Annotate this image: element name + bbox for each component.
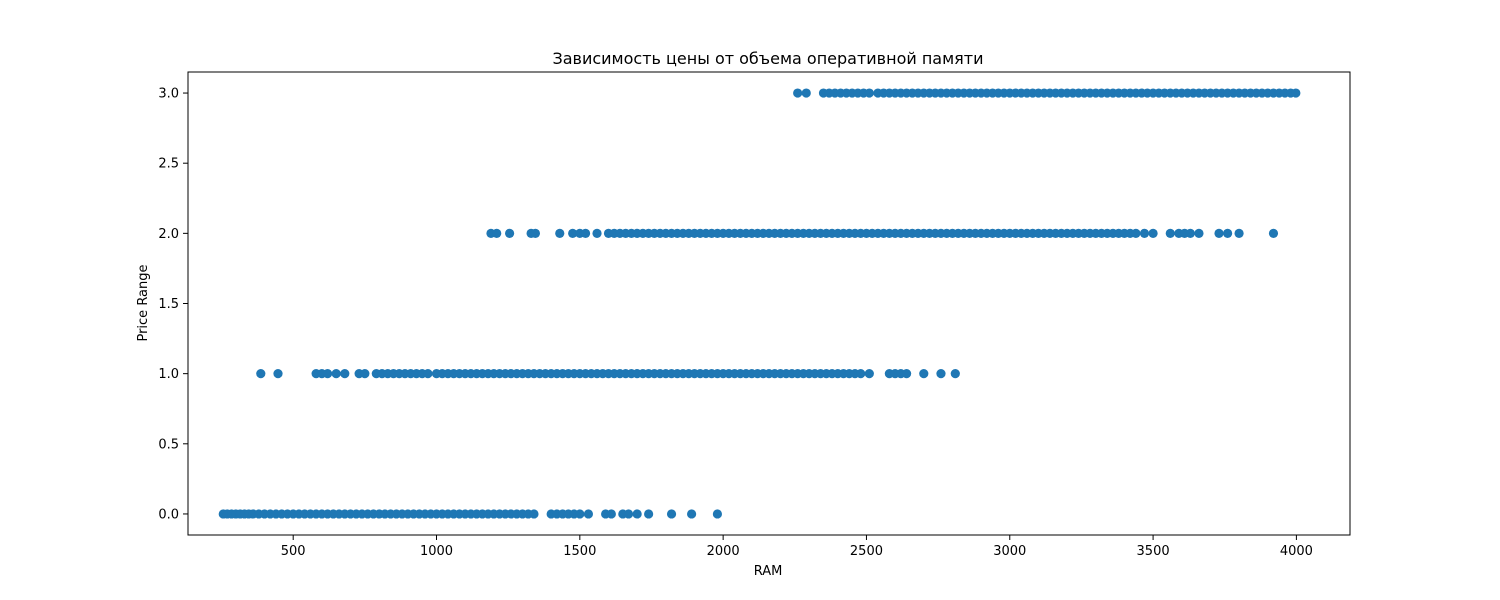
chart-title: Зависимость цены от объема оперативной п… xyxy=(552,49,983,68)
data-point xyxy=(644,509,654,519)
y-tick-label: 1.5 xyxy=(158,297,179,312)
data-point xyxy=(1214,228,1224,238)
data-point xyxy=(340,369,350,379)
data-point xyxy=(555,228,565,238)
y-tick-label: 2.5 xyxy=(158,157,179,172)
data-point xyxy=(592,228,602,238)
data-point xyxy=(1268,228,1279,238)
data-point xyxy=(901,369,912,379)
x-axis-ticks: 500 1000 1500 2000 2500 3000 3500 4000 xyxy=(281,535,1313,559)
data-point xyxy=(856,369,866,379)
data-point xyxy=(1139,228,1150,238)
data-point xyxy=(529,509,539,519)
data-point xyxy=(1131,228,1141,238)
data-point xyxy=(505,228,515,238)
x-tick-label: 2000 xyxy=(707,544,740,559)
data-point xyxy=(1234,228,1244,238)
data-point xyxy=(864,369,874,379)
data-point xyxy=(273,369,283,379)
y-axis-label: Price Range xyxy=(136,264,151,341)
y-tick-label: 3.0 xyxy=(158,87,179,102)
x-tick-label: 3000 xyxy=(993,544,1026,559)
data-point xyxy=(1185,228,1195,238)
data-points xyxy=(218,88,1301,519)
y-tick-label: 2.0 xyxy=(158,227,179,242)
x-axis-label: RAM xyxy=(754,564,783,579)
data-point xyxy=(256,369,266,379)
x-tick-label: 4000 xyxy=(1280,544,1313,559)
x-tick-label: 1500 xyxy=(563,544,596,559)
data-point xyxy=(1223,228,1233,238)
data-point xyxy=(575,509,585,519)
data-point xyxy=(1148,228,1158,238)
data-point xyxy=(606,509,616,519)
data-point xyxy=(666,509,677,519)
axes-frame xyxy=(187,71,1351,536)
data-point xyxy=(423,369,433,379)
x-tick-label: 3500 xyxy=(1137,544,1170,559)
x-tick-label: 500 xyxy=(281,544,306,559)
data-point xyxy=(712,509,723,519)
data-point xyxy=(492,228,502,238)
data-point xyxy=(580,228,591,238)
data-point xyxy=(623,509,634,519)
data-point xyxy=(530,228,541,238)
x-tick-label: 2500 xyxy=(850,544,883,559)
data-point xyxy=(1165,228,1175,238)
data-point xyxy=(360,369,370,379)
data-point xyxy=(687,509,697,519)
y-tick-label: 0.5 xyxy=(158,437,179,452)
data-point xyxy=(632,509,642,519)
data-point xyxy=(331,369,341,379)
data-point xyxy=(568,228,578,238)
data-point xyxy=(936,369,946,379)
data-point xyxy=(793,88,803,98)
x-tick-label: 1000 xyxy=(420,544,453,559)
y-axis-ticks: 0.0 0.5 1.0 1.5 2.0 2.5 3.0 xyxy=(158,87,188,522)
data-point xyxy=(950,369,960,379)
data-point xyxy=(322,369,333,379)
data-point xyxy=(1194,228,1204,238)
data-point xyxy=(583,509,594,519)
y-tick-label: 0.0 xyxy=(158,507,179,522)
data-point xyxy=(801,88,811,98)
data-point xyxy=(864,88,874,98)
y-tick-label: 1.0 xyxy=(158,367,179,382)
data-point xyxy=(919,369,929,379)
data-point xyxy=(1291,88,1301,98)
